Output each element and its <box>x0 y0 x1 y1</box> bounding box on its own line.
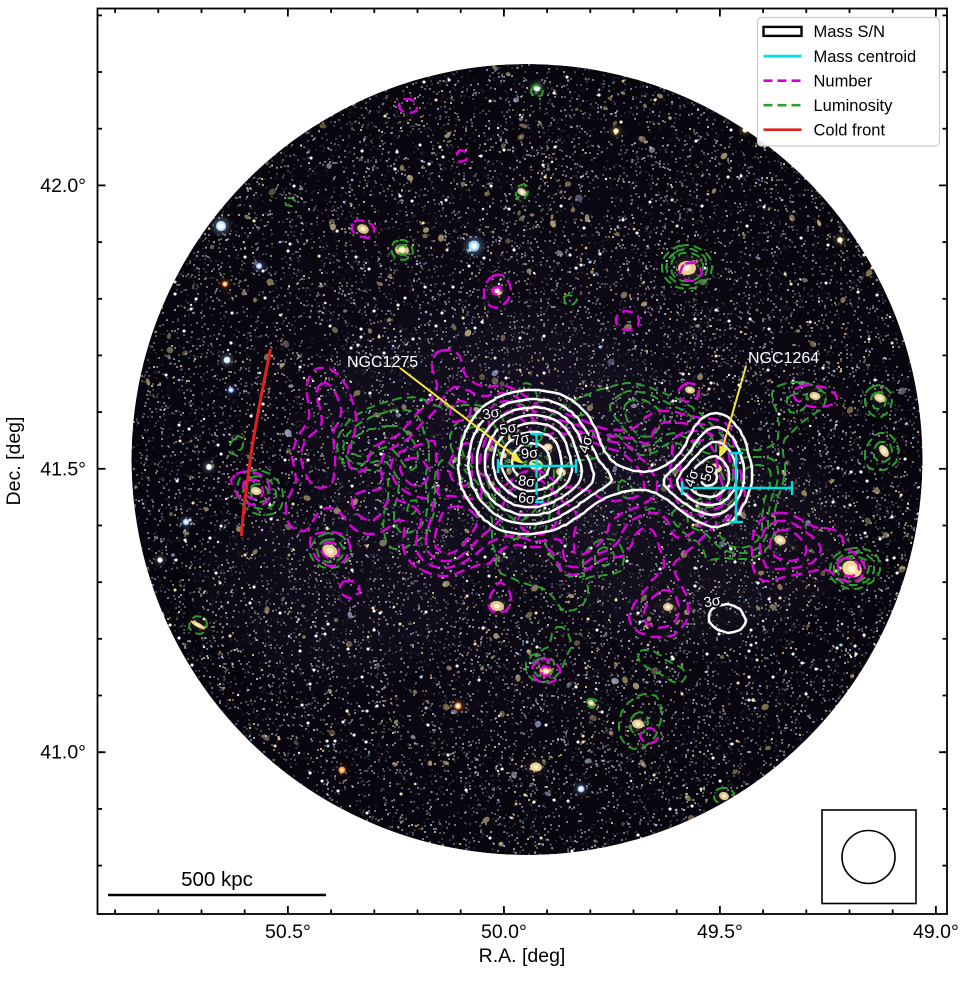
svg-text:50.5°: 50.5° <box>265 921 311 943</box>
svg-text:NGC1275: NGC1275 <box>347 354 418 371</box>
svg-text:Cold front: Cold front <box>814 122 886 140</box>
svg-text:Dec. [deg]: Dec. [deg] <box>3 417 25 506</box>
svg-text:3σ: 3σ <box>703 593 723 612</box>
svg-text:50.0°: 50.0° <box>481 921 527 943</box>
svg-text:Mass S/N: Mass S/N <box>814 23 886 41</box>
svg-text:R.A. [deg]: R.A. [deg] <box>479 945 566 967</box>
svg-text:8σ: 8σ <box>517 473 536 491</box>
svg-text:41.5°: 41.5° <box>40 458 86 480</box>
svg-text:42.0°: 42.0° <box>40 175 86 197</box>
svg-text:6σ: 6σ <box>517 490 536 508</box>
svg-text:Number: Number <box>814 73 873 91</box>
svg-text:5σ: 5σ <box>498 419 518 438</box>
svg-text:5σ: 5σ <box>698 463 718 484</box>
svg-text:3σ: 3σ <box>481 404 501 423</box>
svg-text:49.0°: 49.0° <box>913 921 959 943</box>
svg-text:NGC1264: NGC1264 <box>748 350 819 367</box>
svg-text:7σ: 7σ <box>511 430 531 449</box>
svg-text:49.5°: 49.5° <box>697 921 743 943</box>
svg-text:Luminosity: Luminosity <box>814 97 894 115</box>
svg-text:9σ: 9σ <box>520 445 538 462</box>
svg-text:500 kpc: 500 kpc <box>181 868 253 891</box>
svg-text:Mass centroid: Mass centroid <box>814 48 917 66</box>
svg-text:41.0°: 41.0° <box>40 742 86 764</box>
